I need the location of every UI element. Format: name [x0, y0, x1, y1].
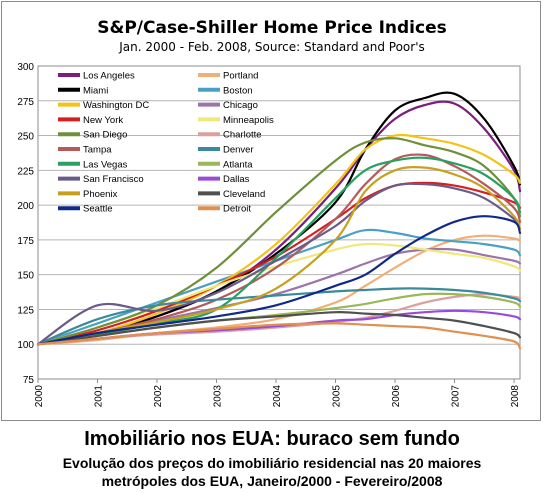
home-price-chart: S&P/Case-Shiller Home Price Indices Jan.…: [17, 18, 522, 408]
legend-label-chicago: Chicago: [223, 100, 258, 111]
legend-label-seattle: Seattle: [83, 204, 113, 215]
legend-label-los-angeles: Los Angeles: [83, 71, 135, 82]
legend-label-las-vegas: Las Vegas: [83, 159, 128, 170]
y-tick-label: 275: [17, 97, 34, 108]
y-tick-label: 150: [17, 271, 34, 282]
y-tick-label: 125: [17, 305, 34, 316]
legend-label-dallas: Dallas: [223, 174, 250, 185]
caption-title: Imobiliário nos EUA: buraco sem fundo: [84, 428, 460, 450]
series-line-cleveland: [36, 311, 522, 346]
series-line-las-vegas: [36, 156, 522, 346]
series-line-minneapolis: [36, 242, 522, 346]
series-line-denver: [36, 287, 522, 346]
legend-label-atlanta: Atlanta: [223, 159, 253, 170]
series-line-san-francisco: [36, 182, 522, 346]
y-tick-label: 100: [17, 340, 34, 351]
legend-label-portland: Portland: [223, 71, 258, 82]
x-tick-label: 2001: [94, 385, 105, 408]
legend-label-charlotte: Charlotte: [223, 130, 262, 141]
series-line-detroit: [36, 322, 522, 350]
x-tick-label: 2002: [153, 385, 164, 408]
x-tick-label: 2000: [34, 385, 45, 408]
x-tick-label: 2005: [332, 385, 343, 408]
caption-subtitle-line-2: metrópoles dos EUA, Janeiro/2000 - Fever…: [101, 473, 443, 489]
series-line-charlotte: [36, 293, 522, 346]
legend-label-phoenix: Phoenix: [83, 189, 118, 200]
y-tick-label: 75: [23, 375, 35, 386]
y-tick-label: 175: [17, 236, 34, 247]
legend-label-san-diego: San Diego: [83, 130, 127, 141]
x-tick-label: 2003: [213, 385, 224, 408]
series-line-washington-dc: [36, 133, 522, 346]
y-tick-label: 225: [17, 166, 34, 177]
legend-label-washington-dc: Washington DC: [83, 100, 149, 111]
series-line-tampa: [36, 153, 522, 346]
legend-label-tampa: Tampa: [83, 145, 112, 156]
series-line-boston: [36, 228, 522, 346]
y-tick-label: 250: [17, 132, 34, 143]
x-tick-label: 2006: [391, 385, 402, 408]
caption-subtitle-line-1: Evolução dos preços do imobiliário resid…: [62, 455, 482, 471]
legend-label-miami: Miami: [83, 85, 108, 96]
series-line-phoenix: [36, 166, 522, 346]
x-tick-label: 2007: [451, 385, 462, 408]
legend-label-cleveland: Cleveland: [223, 189, 265, 200]
series-line-chicago: [36, 247, 522, 346]
legend-label-minneapolis: Minneapolis: [223, 115, 274, 126]
legend-label-san-francisco: San Francisco: [83, 174, 144, 185]
chart-title: S&P/Case-Shiller Home Price Indices: [97, 18, 446, 38]
legend-label-boston: Boston: [223, 85, 253, 96]
series-line-seattle: [36, 215, 522, 346]
y-tick-label: 300: [17, 62, 34, 73]
legend-label-detroit: Detroit: [223, 204, 251, 215]
x-tick-label: 2008: [510, 385, 521, 408]
x-tick-label: 2004: [272, 385, 283, 408]
chart-subtitle: Jan. 2000 - Feb. 2008, Source: Standard …: [118, 40, 425, 54]
y-tick-label: 200: [17, 201, 34, 212]
legend-label-denver: Denver: [223, 145, 254, 156]
legend-label-new-york: New York: [83, 115, 123, 126]
